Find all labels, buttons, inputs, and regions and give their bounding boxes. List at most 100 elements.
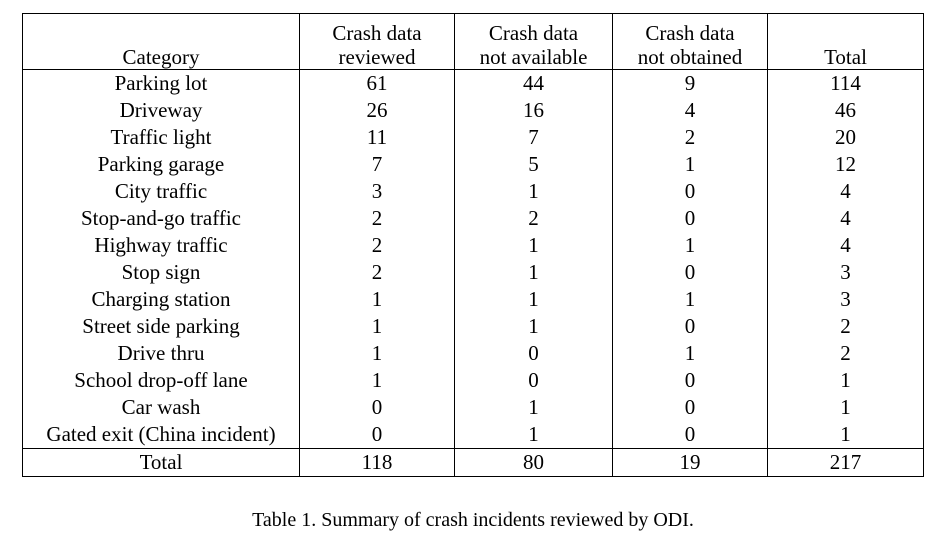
cell-not-available: 1 — [454, 421, 613, 449]
cell-total: 2 — [767, 340, 924, 367]
cell-reviewed: 0 — [299, 421, 455, 449]
header-line1: Crash data — [332, 21, 422, 45]
header-line2: Category — [122, 45, 200, 69]
cell-total: 4 — [767, 232, 924, 259]
cell-not-obtained: 0 — [612, 367, 768, 394]
total-row: Total 118 80 19 217 — [22, 448, 924, 477]
cell-reviewed: 0 — [299, 394, 455, 421]
cell-total: 3 — [767, 286, 924, 313]
table-row: City traffic 3 1 0 4 — [22, 178, 924, 205]
cell-not-available: 5 — [454, 151, 613, 178]
cell-not-available: 16 — [454, 97, 613, 124]
cell-not-available: 44 — [454, 69, 613, 97]
cell-category: Drive thru — [22, 340, 300, 367]
header-line1 — [23, 21, 299, 45]
table-row: Gated exit (China incident) 0 1 0 1 — [22, 421, 924, 449]
cell-not-available: 1 — [454, 286, 613, 313]
total-not-available: 80 — [454, 448, 613, 477]
table-row: Parking garage 7 5 1 12 — [22, 151, 924, 178]
cell-total: 20 — [767, 124, 924, 151]
table-caption: Table 1. Summary of crash incidents revi… — [252, 509, 694, 531]
header-line1 — [768, 21, 923, 45]
cell-total: 2 — [767, 313, 924, 340]
cell-reviewed: 1 — [299, 313, 455, 340]
table-row: School drop-off lane 1 0 0 1 — [22, 367, 924, 394]
table-body: Parking lot 61 44 9 114 Driveway 26 16 4… — [22, 69, 924, 449]
table-row: Charging station 1 1 1 3 — [22, 286, 924, 313]
cell-total: 4 — [767, 205, 924, 232]
cell-category: Parking garage — [22, 151, 300, 178]
grand-total: 217 — [767, 448, 924, 477]
header-line2: reviewed — [338, 45, 416, 69]
cell-reviewed: 3 — [299, 178, 455, 205]
cell-category: Stop sign — [22, 259, 300, 286]
cell-not-available: 1 — [454, 259, 613, 286]
cell-not-obtained: 0 — [612, 178, 768, 205]
table-header: Category Crash data reviewed Crash data … — [22, 13, 924, 70]
cell-category: Traffic light — [22, 124, 300, 151]
header-row: Category Crash data reviewed Crash data … — [22, 13, 924, 70]
cell-category: Gated exit (China incident) — [22, 421, 300, 449]
cell-category: Street side parking — [22, 313, 300, 340]
header-not-available: Crash data not available — [454, 13, 613, 70]
header-not-obtained: Crash data not obtained — [612, 13, 768, 70]
cell-category: Charging station — [22, 286, 300, 313]
cell-not-available: 1 — [454, 232, 613, 259]
cell-not-obtained: 1 — [612, 340, 768, 367]
header-category: Category — [22, 13, 300, 70]
header-total: Total — [767, 13, 924, 70]
cell-reviewed: 61 — [299, 69, 455, 97]
cell-not-available: 1 — [454, 313, 613, 340]
header-line2: not available — [479, 45, 588, 69]
cell-total: 1 — [767, 421, 924, 449]
cell-reviewed: 2 — [299, 232, 455, 259]
cell-reviewed: 1 — [299, 367, 455, 394]
table-row: Stop sign 2 1 0 3 — [22, 259, 924, 286]
cell-total: 3 — [767, 259, 924, 286]
cell-not-available: 2 — [454, 205, 613, 232]
cell-total: 114 — [767, 69, 924, 97]
total-reviewed: 118 — [299, 448, 455, 477]
cell-not-obtained: 1 — [612, 286, 768, 313]
total-not-obtained: 19 — [612, 448, 768, 477]
table-footer: Total 118 80 19 217 — [22, 448, 924, 477]
cell-reviewed: 11 — [299, 124, 455, 151]
table-row: Highway traffic 2 1 1 4 — [22, 232, 924, 259]
cell-reviewed: 26 — [299, 97, 455, 124]
cell-not-obtained: 0 — [612, 394, 768, 421]
cell-reviewed: 1 — [299, 286, 455, 313]
cell-not-obtained: 2 — [612, 124, 768, 151]
header-reviewed: Crash data reviewed — [299, 13, 455, 70]
cell-category: City traffic — [22, 178, 300, 205]
cell-reviewed: 2 — [299, 259, 455, 286]
cell-not-obtained: 0 — [612, 205, 768, 232]
cell-category: Car wash — [22, 394, 300, 421]
cell-total: 12 — [767, 151, 924, 178]
cell-total: 1 — [767, 394, 924, 421]
table-row: Driveway 26 16 4 46 — [22, 97, 924, 124]
cell-category: Stop-and-go traffic — [22, 205, 300, 232]
cell-category: Highway traffic — [22, 232, 300, 259]
table-row: Street side parking 1 1 0 2 — [22, 313, 924, 340]
cell-not-available: 0 — [454, 367, 613, 394]
cell-not-obtained: 1 — [612, 151, 768, 178]
table-row: Traffic light 11 7 2 20 — [22, 124, 924, 151]
cell-total: 4 — [767, 178, 924, 205]
cell-not-available: 1 — [454, 178, 613, 205]
table-row: Car wash 0 1 0 1 — [22, 394, 924, 421]
cell-category: Driveway — [22, 97, 300, 124]
cell-not-available: 1 — [454, 394, 613, 421]
total-label: Total — [22, 448, 300, 477]
cell-not-obtained: 4 — [612, 97, 768, 124]
cell-reviewed: 1 — [299, 340, 455, 367]
cell-not-available: 7 — [454, 124, 613, 151]
cell-not-obtained: 0 — [612, 421, 768, 449]
header-line1: Crash data — [645, 21, 735, 45]
cell-total: 1 — [767, 367, 924, 394]
header-line2: not obtained — [637, 45, 743, 69]
cell-not-available: 0 — [454, 340, 613, 367]
crash-summary-table: Category Crash data reviewed Crash data … — [22, 13, 924, 477]
cell-reviewed: 7 — [299, 151, 455, 178]
table-row: Parking lot 61 44 9 114 — [22, 69, 924, 97]
cell-not-obtained: 0 — [612, 313, 768, 340]
